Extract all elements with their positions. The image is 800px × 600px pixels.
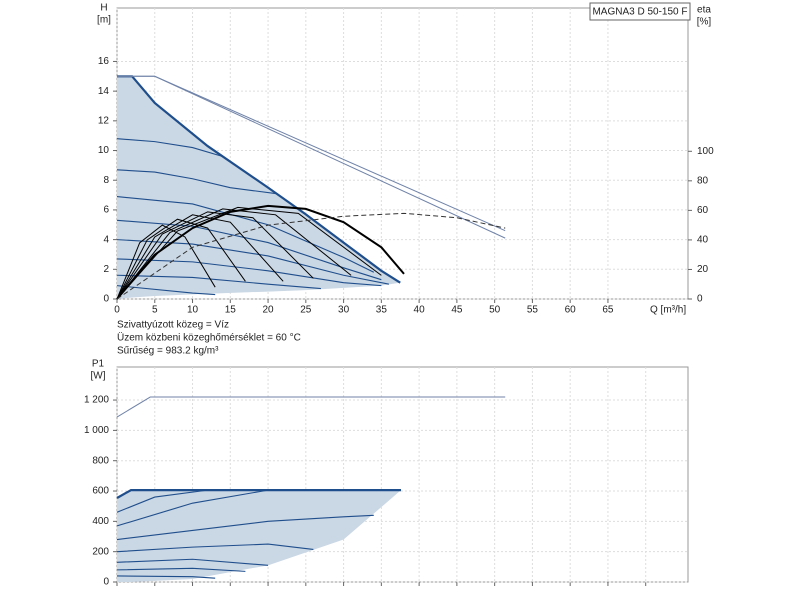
curve	[116, 258, 382, 287]
y-tick-label: 14	[98, 86, 110, 97]
x-tick-label: 20	[262, 305, 274, 316]
curve	[116, 204, 405, 300]
y-tick-label: 16	[98, 56, 110, 67]
curve	[116, 514, 374, 541]
y2-unit: [%]	[697, 17, 712, 28]
y-unit: [m]	[97, 15, 111, 26]
x-tick-label: 65	[602, 305, 614, 316]
x-tick-label: 50	[489, 305, 501, 316]
x-tick-label: 5	[152, 305, 158, 316]
annotation: Sűrűség = 983.2 kg/m³	[117, 346, 219, 357]
y-tick-label: 0	[103, 294, 109, 305]
x-tick-label: 15	[225, 305, 237, 316]
curve	[116, 285, 216, 296]
curve	[116, 138, 223, 157]
y2-tick-label: 40	[697, 235, 709, 246]
curve	[116, 218, 246, 300]
x-tick-label: 35	[376, 305, 388, 316]
annotation: Üzem közbeni közeghőmérséklet = 60 °C	[117, 332, 301, 344]
y-tick-label: 1 200	[84, 395, 109, 406]
y2-tick-label: 0	[697, 294, 703, 305]
x-tick-label: 10	[187, 305, 199, 316]
x-tick-label: 0	[114, 305, 120, 316]
curve	[116, 169, 276, 195]
x-tick-label: 55	[527, 305, 539, 316]
y-tick-label: 4	[103, 234, 109, 245]
model-box	[589, 2, 691, 21]
y-unit: [W]	[91, 371, 106, 382]
y-tick-label: 400	[92, 516, 109, 527]
y2-tick-label: 60	[697, 205, 709, 216]
curve	[116, 274, 321, 290]
x-tick-label: 60	[565, 305, 577, 316]
curve	[116, 567, 246, 572]
y-label: H	[100, 3, 107, 14]
y-tick-label: 10	[98, 145, 110, 156]
curve	[116, 212, 506, 300]
y2-tick-label: 100	[697, 146, 714, 157]
y-tick-label: 12	[98, 115, 110, 126]
y2-label: eta	[697, 5, 711, 16]
curve	[116, 211, 314, 300]
y-tick-label: 200	[92, 546, 109, 557]
x-label: Q [m³/h]	[650, 305, 686, 316]
curve	[116, 224, 216, 300]
y-tick-label: 600	[92, 486, 109, 497]
curve	[116, 558, 269, 566]
curve	[116, 489, 269, 527]
y-tick-label: 1 000	[84, 425, 109, 436]
curve	[117, 75, 506, 239]
curve	[116, 575, 216, 579]
x-tick-label: 40	[414, 305, 426, 316]
max-curve	[117, 75, 401, 284]
curve	[116, 206, 382, 300]
curve	[116, 396, 506, 418]
curve	[116, 219, 382, 281]
curve	[116, 214, 284, 300]
chart-title: MAGNA3 D 50-150 F	[592, 7, 687, 18]
max-curve	[116, 489, 401, 499]
y-tick-label: 8	[103, 175, 109, 186]
curve	[116, 208, 352, 300]
x-tick-label: 25	[300, 305, 312, 316]
curve	[116, 543, 314, 553]
y-tick-label: 2	[103, 264, 109, 275]
y-label: P1	[92, 359, 105, 370]
curve	[116, 489, 208, 513]
y2-tick-label: 20	[697, 264, 709, 275]
y-tick-label: 800	[92, 455, 109, 466]
y-tick-label: 6	[103, 205, 109, 216]
x-tick-label: 45	[451, 305, 463, 316]
y-tick-label: 0	[103, 577, 109, 588]
x-tick-label: 30	[338, 305, 350, 316]
y2-tick-label: 80	[697, 175, 709, 186]
annotation: Szivattyúzott közeg = Víz	[117, 320, 229, 331]
